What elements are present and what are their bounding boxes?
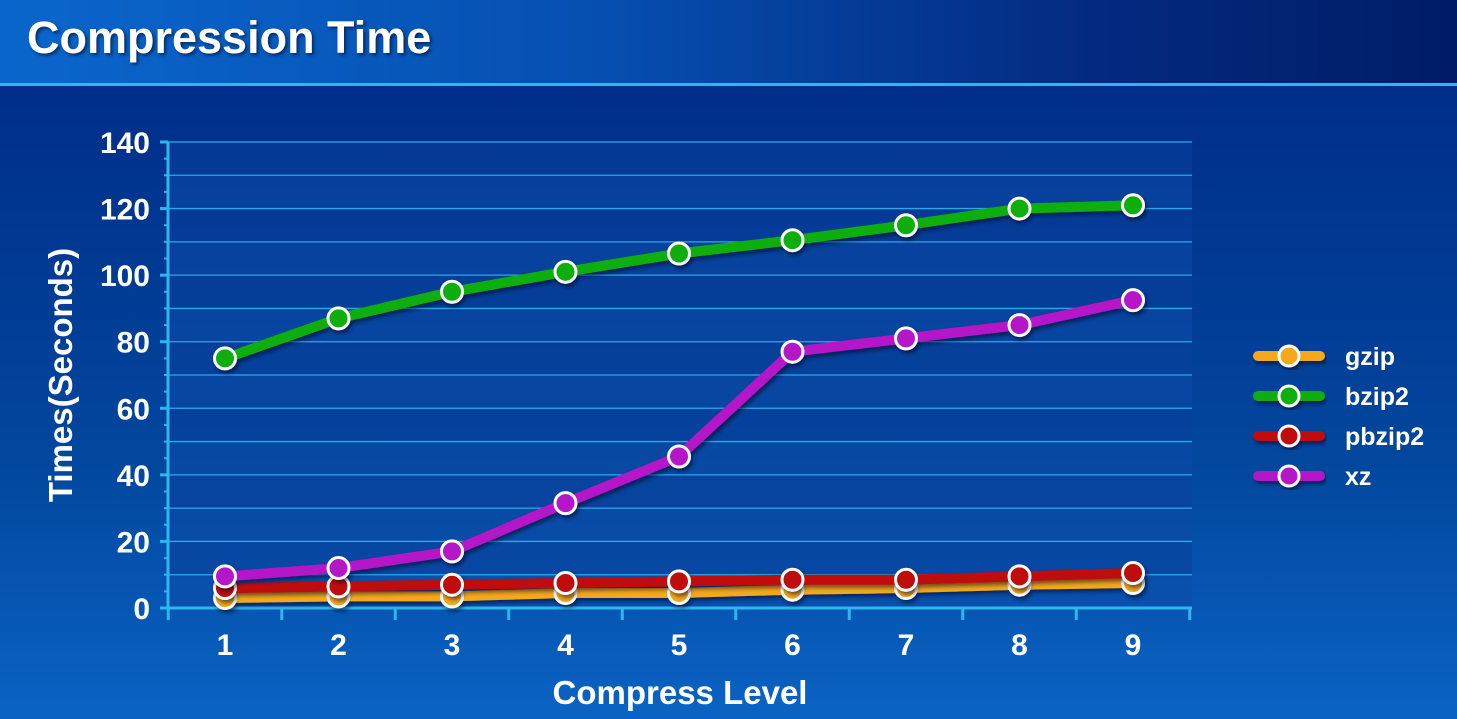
title-bar: Compression Time bbox=[0, 0, 1457, 86]
data-point-xz bbox=[440, 539, 464, 564]
y-tick-label: 140 bbox=[100, 127, 150, 160]
y-tick-label: 100 bbox=[100, 260, 150, 293]
data-point-pbzip2 bbox=[894, 567, 918, 592]
data-point-xz bbox=[667, 444, 691, 469]
data-point-bzip2 bbox=[213, 346, 237, 371]
legend-swatch-marker bbox=[1277, 464, 1301, 488]
y-tick-label: 60 bbox=[117, 393, 150, 426]
grid-band bbox=[168, 275, 1192, 309]
grid-band bbox=[168, 375, 1192, 409]
x-axis-label: Compress Level bbox=[553, 674, 808, 711]
data-point-bzip2 bbox=[1007, 196, 1032, 221]
data-point-pbzip2 bbox=[440, 572, 464, 597]
data-point-pbzip2 bbox=[1121, 561, 1145, 586]
data-point-bzip2 bbox=[553, 259, 578, 284]
data-point-pbzip2 bbox=[667, 569, 691, 594]
series-lines bbox=[213, 193, 1145, 611]
legend-label: pbzip2 bbox=[1345, 423, 1424, 451]
y-tick-label: 20 bbox=[117, 526, 150, 559]
grid-band bbox=[168, 408, 1192, 442]
legend-item-xz bbox=[1253, 464, 1325, 488]
series-pbzip2 bbox=[213, 561, 1145, 601]
y-tick-label: 40 bbox=[117, 460, 150, 493]
x-tick-label: 2 bbox=[330, 629, 347, 662]
y-axis-label: Times(Seconds) bbox=[42, 248, 79, 502]
x-tick-label: 4 bbox=[557, 629, 574, 662]
data-point-bzip2 bbox=[780, 228, 805, 253]
legend-item-bzip2 bbox=[1253, 384, 1325, 408]
data-point-xz bbox=[894, 326, 918, 351]
data-point-pbzip2 bbox=[1007, 564, 1032, 589]
data-point-xz bbox=[780, 339, 805, 364]
legend-item-gzip bbox=[1253, 344, 1325, 368]
x-tick-label: 6 bbox=[784, 629, 801, 662]
chart-panel: 0 20 40 60 80 100 120 140 1 2 3 4 5 6 7 8 9 gzip bzip2 pbz… bbox=[0, 86, 1457, 719]
grid-band bbox=[168, 341, 1192, 375]
legend-swatch-marker bbox=[1277, 424, 1301, 448]
grid-band bbox=[168, 474, 1192, 509]
data-point-bzip2 bbox=[326, 306, 351, 331]
data-point-xz bbox=[213, 564, 237, 589]
legend-label: gzip bbox=[1345, 343, 1395, 371]
legend: gzip bzip2 pbzip2 xz bbox=[1253, 343, 1424, 491]
grid-band bbox=[168, 208, 1192, 242]
x-tick-label: 9 bbox=[1125, 629, 1142, 662]
data-point-bzip2 bbox=[894, 213, 918, 238]
data-point-bzip2 bbox=[440, 279, 464, 304]
series-xz bbox=[213, 288, 1145, 589]
x-tick-label: 1 bbox=[217, 629, 234, 662]
data-point-bzip2 bbox=[667, 241, 691, 266]
data-point-xz bbox=[326, 556, 351, 581]
legend-label: xz bbox=[1345, 463, 1371, 491]
data-point-xz bbox=[1121, 288, 1145, 313]
y-tick-label: 80 bbox=[117, 327, 150, 360]
line-chart: 0 20 40 60 80 100 120 140 1 2 3 4 5 6 7 8 9 gzip bzip2 pbz… bbox=[42, 127, 1424, 711]
data-point-xz bbox=[1007, 313, 1032, 338]
grid-band bbox=[168, 508, 1192, 542]
legend-swatch-marker bbox=[1277, 384, 1301, 408]
data-point-pbzip2 bbox=[780, 567, 805, 592]
data-point-xz bbox=[553, 491, 578, 516]
grid-lines bbox=[168, 141, 1192, 609]
x-tick-label: 7 bbox=[898, 629, 915, 662]
y-tick-label: 0 bbox=[133, 593, 150, 626]
x-tick-label: 8 bbox=[1011, 629, 1028, 662]
legend-label: bzip2 bbox=[1345, 383, 1409, 411]
series-bzip2 bbox=[213, 193, 1145, 371]
chart-title: Compression Time bbox=[27, 12, 432, 63]
x-tick-label: 3 bbox=[444, 629, 461, 662]
legend-swatch-marker bbox=[1277, 344, 1301, 368]
data-point-bzip2 bbox=[1121, 193, 1145, 218]
y-tick-label: 120 bbox=[100, 194, 150, 227]
data-point-pbzip2 bbox=[553, 571, 578, 596]
legend-item-pbzip2 bbox=[1253, 424, 1325, 448]
grid-band bbox=[168, 142, 1192, 176]
x-tick-label: 5 bbox=[671, 629, 688, 662]
